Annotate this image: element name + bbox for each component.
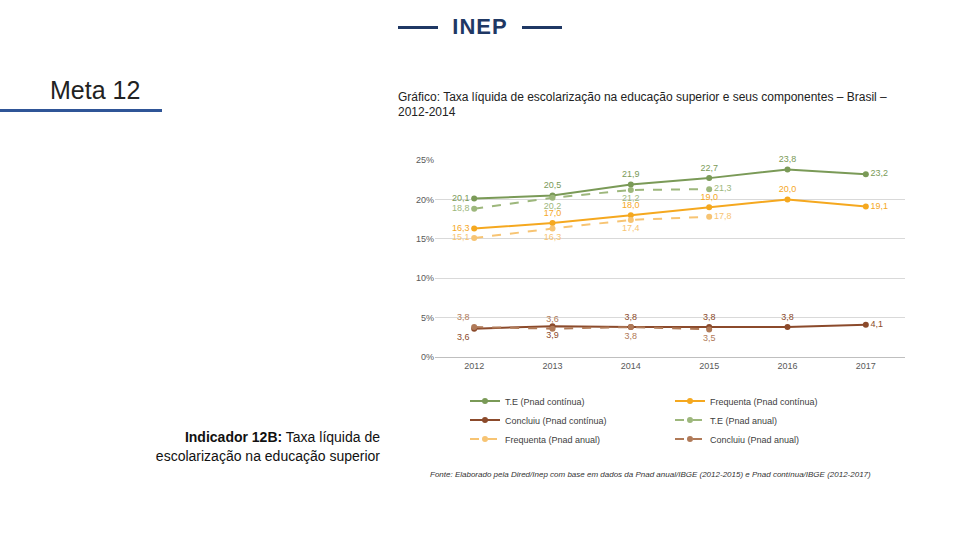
svg-text:3,9: 3,9 bbox=[546, 330, 559, 340]
svg-text:20,5: 20,5 bbox=[544, 180, 562, 190]
svg-text:21,2: 21,2 bbox=[622, 193, 640, 203]
svg-text:18,0: 18,0 bbox=[622, 200, 640, 210]
svg-text:10%: 10% bbox=[416, 273, 434, 283]
svg-text:T.E (Pnad contínua): T.E (Pnad contínua) bbox=[505, 397, 585, 407]
svg-text:2015: 2015 bbox=[699, 361, 719, 371]
svg-text:3,8: 3,8 bbox=[781, 312, 794, 322]
svg-text:3,8: 3,8 bbox=[625, 312, 638, 322]
svg-text:2014: 2014 bbox=[621, 361, 641, 371]
html-text:Meta 12: Meta 12 bbox=[50, 76, 141, 104]
svg-text:20,2: 20,2 bbox=[544, 201, 562, 211]
svg-text:Frequenta (Pnad contínua): Frequenta (Pnad contínua) bbox=[710, 397, 818, 407]
svg-text:15%: 15% bbox=[416, 234, 434, 244]
svg-text:15,1: 15,1 bbox=[452, 232, 470, 242]
svg-text:2017: 2017 bbox=[856, 361, 876, 371]
svg-text:2016: 2016 bbox=[777, 361, 797, 371]
svg-text:Concluiu (Pnad contínua): Concluiu (Pnad contínua) bbox=[505, 416, 607, 426]
svg-text:0%: 0% bbox=[421, 352, 434, 362]
svg-text:4,1: 4,1 bbox=[871, 319, 884, 329]
svg-text:T.E (Pnad anual): T.E (Pnad anual) bbox=[710, 416, 777, 426]
html-text:INEP: INEP bbox=[452, 14, 508, 39]
svg-text:3,8: 3,8 bbox=[625, 331, 638, 341]
svg-text:22,7: 22,7 bbox=[700, 163, 718, 173]
html-text:Fonte: Elaborado pela Dired/In: Fonte: Elaborado pela Dired/Inep com bas… bbox=[430, 470, 871, 479]
svg-text:23,8: 23,8 bbox=[779, 154, 797, 164]
svg-text:2013: 2013 bbox=[542, 361, 562, 371]
svg-text:20,1: 20,1 bbox=[452, 193, 470, 203]
svg-text:3,6: 3,6 bbox=[457, 332, 470, 342]
svg-text:16,3: 16,3 bbox=[452, 223, 470, 233]
svg-text:3,5: 3,5 bbox=[703, 333, 716, 343]
svg-text:23,2: 23,2 bbox=[871, 168, 889, 178]
svg-text:20%: 20% bbox=[416, 195, 434, 205]
svg-text:3,8: 3,8 bbox=[703, 312, 716, 322]
svg-text:5%: 5% bbox=[421, 313, 434, 323]
svg-text:2012: 2012 bbox=[464, 361, 484, 371]
svg-text:17,0: 17,0 bbox=[544, 208, 562, 218]
svg-text:16,3: 16,3 bbox=[544, 232, 562, 242]
svg-text:25%: 25% bbox=[416, 155, 434, 165]
svg-text:21,9: 21,9 bbox=[622, 169, 640, 179]
svg-text:3,6: 3,6 bbox=[546, 314, 559, 324]
svg-text:17,4: 17,4 bbox=[622, 223, 640, 233]
svg-text:20,0: 20,0 bbox=[779, 184, 797, 194]
svg-text:19,1: 19,1 bbox=[871, 201, 889, 211]
svg-text:17,8: 17,8 bbox=[714, 211, 732, 221]
svg-text:19,0: 19,0 bbox=[700, 192, 718, 202]
svg-text:Concluiu (Pnad anual): Concluiu (Pnad anual) bbox=[710, 435, 799, 445]
svg-text:21,3: 21,3 bbox=[714, 183, 732, 193]
svg-text:Frequenta (Pnad anual): Frequenta (Pnad anual) bbox=[505, 435, 600, 445]
svg-text:3,8: 3,8 bbox=[457, 312, 470, 322]
html-text:Gráfico: Taxa líquida de escol: Gráfico: Taxa líquida de escolarização n… bbox=[398, 90, 887, 119]
svg-text:18,8: 18,8 bbox=[452, 203, 470, 213]
html-text:Indicador 12B: Taxa líquida de: Indicador 12B: Taxa líquida de escolariz… bbox=[155, 429, 380, 464]
